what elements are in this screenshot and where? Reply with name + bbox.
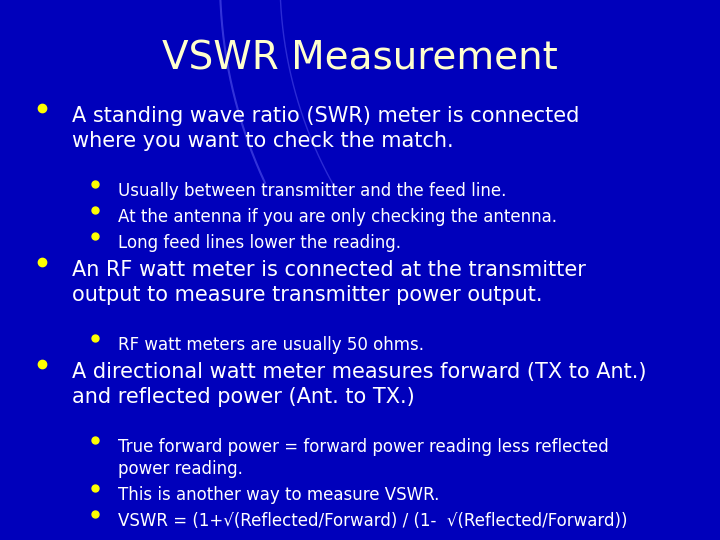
Text: Long feed lines lower the reading.: Long feed lines lower the reading. — [118, 234, 401, 252]
Text: This is another way to measure VSWR.: This is another way to measure VSWR. — [118, 486, 439, 504]
Text: VSWR Measurement: VSWR Measurement — [162, 40, 558, 78]
Text: RF watt meters are usually 50 ohms.: RF watt meters are usually 50 ohms. — [118, 336, 424, 354]
Text: A directional watt meter measures forward (TX to Ant.)
and reflected power (Ant.: A directional watt meter measures forwar… — [72, 362, 647, 407]
Text: True forward power = forward power reading less reflected
power reading.: True forward power = forward power readi… — [118, 438, 608, 478]
Text: A standing wave ratio (SWR) meter is connected
where you want to check the match: A standing wave ratio (SWR) meter is con… — [72, 106, 580, 151]
Text: Usually between transmitter and the feed line.: Usually between transmitter and the feed… — [118, 182, 506, 200]
Text: VSWR = (1+√(Reflected/Forward) / (1-  √(Reflected/Forward)): VSWR = (1+√(Reflected/Forward) / (1- √(R… — [118, 512, 628, 530]
Text: An RF watt meter is connected at the transmitter
output to measure transmitter p: An RF watt meter is connected at the tra… — [72, 260, 586, 305]
Text: At the antenna if you are only checking the antenna.: At the antenna if you are only checking … — [118, 208, 557, 226]
